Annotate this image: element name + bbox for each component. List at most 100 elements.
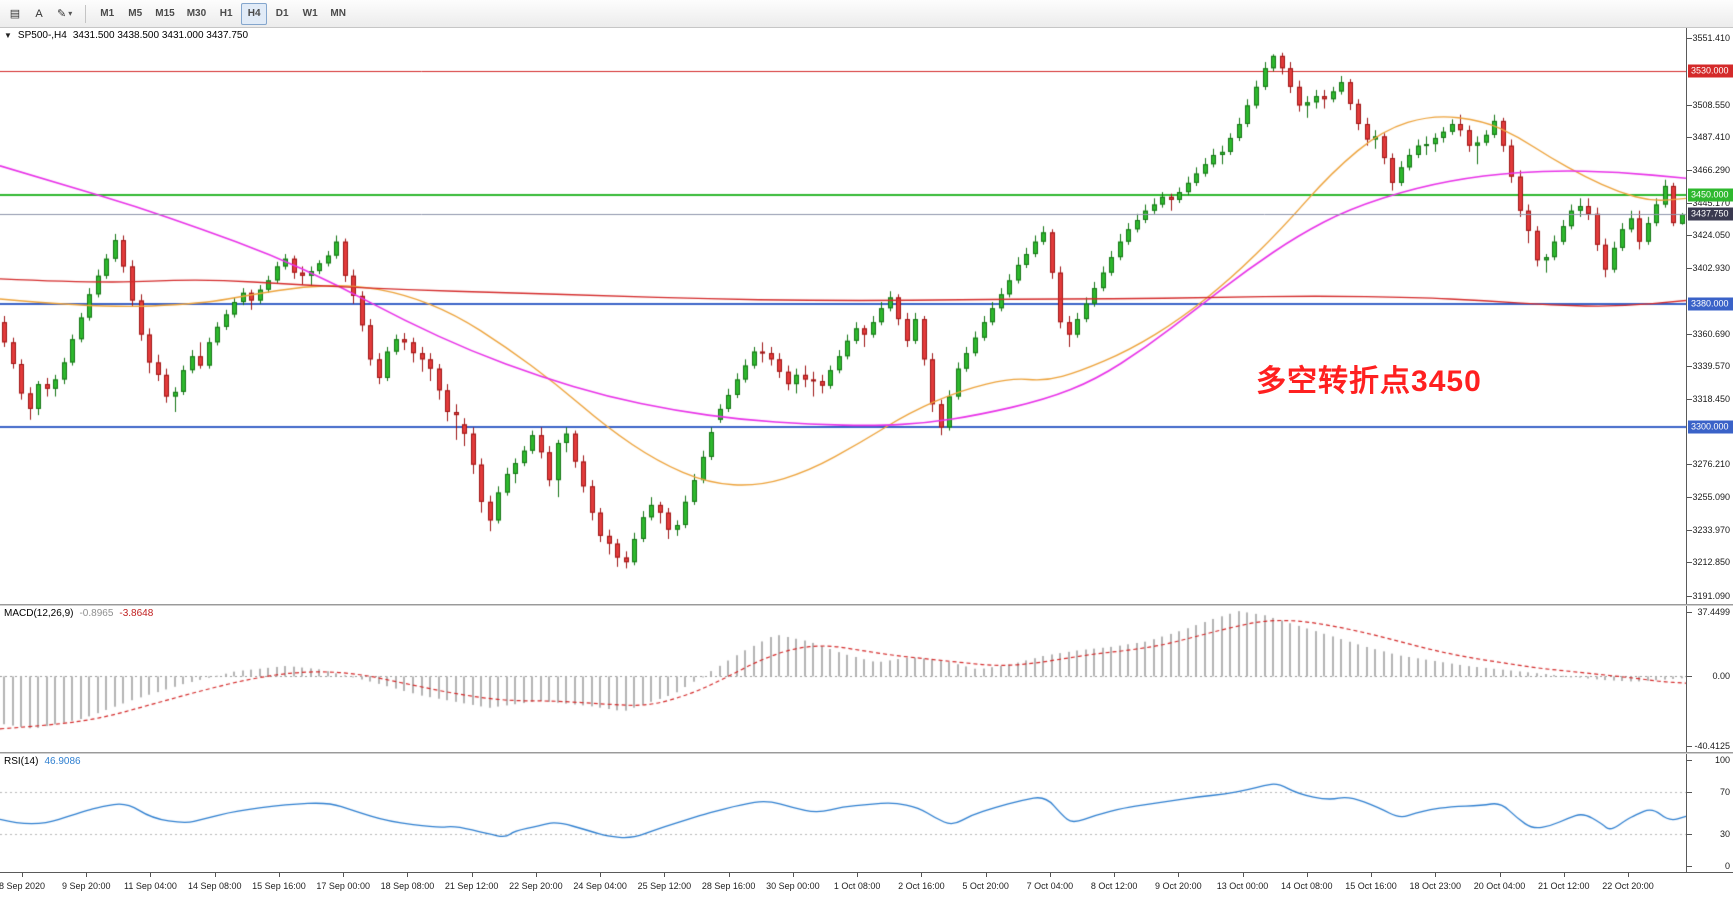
time-axis-tick: [664, 873, 665, 877]
price-axis-label: 3466.290: [1692, 165, 1730, 175]
price-axis-tick: [1687, 366, 1692, 367]
time-axis-label: 1 Oct 08:00: [833, 881, 881, 891]
timeframe-button-mn[interactable]: MN: [325, 3, 351, 25]
price-axis-badge: 3300.000: [1688, 420, 1733, 434]
time-axis-label: 15 Oct 16:00: [1345, 881, 1397, 891]
rsi-axis[interactable]: 100 70 30 0: [1686, 754, 1733, 872]
price-panel: ▼ SP500-,H4 3431.500 3438.500 3431.000 3…: [0, 28, 1733, 604]
time-axis-label: 8 Sep 2020: [0, 881, 46, 891]
chart-annotation-text[interactable]: 多空转折点3450: [1256, 364, 1482, 398]
time-axis-tick: [1050, 873, 1051, 877]
macd-header: MACD(12,26,9) -0.8965 -3.8648: [4, 608, 153, 619]
rsi-header: RSI(14) 46.9086: [4, 756, 81, 767]
toolbar: ▤ A ✎ ▾ M1 M5 M15 M30 H1 H4 D1 W1 MN: [0, 0, 1733, 28]
price-axis-label: 3551.410: [1692, 33, 1730, 44]
macd-main-value: -0.8965: [79, 608, 114, 619]
panel-splitter[interactable]: [0, 752, 1733, 754]
macd-axis-tick: [1687, 612, 1692, 613]
timeframe-button-m1[interactable]: M1: [94, 3, 120, 25]
time-axis-label: 18 Oct 23:00: [1409, 881, 1462, 891]
time-axis-tick: [1371, 873, 1372, 877]
price-axis-tick: [1687, 137, 1692, 138]
time-axis-tick: [1564, 873, 1565, 877]
macd-panel: MACD(12,26,9) -0.8965 -3.8648 37.4499 0.0…: [0, 606, 1733, 752]
time-axis-label: 30 Sep 00:00: [766, 881, 820, 891]
macd-axis[interactable]: 37.4499 0.00 -40.4125: [1686, 606, 1733, 752]
price-axis-tick: [1687, 203, 1692, 204]
time-axis-tick: [793, 873, 794, 877]
time-axis-tick: [1307, 873, 1308, 877]
macd-axis-label: -40.4125: [1694, 741, 1730, 751]
rsi-axis-label: 70: [1719, 786, 1730, 797]
price-axis-label: 3487.410: [1692, 132, 1730, 143]
time-axis-tick: [407, 873, 408, 877]
rsi-axis-tick: [1687, 760, 1692, 761]
timeframe-button-m15[interactable]: M15: [150, 3, 179, 25]
drawing-tools-button[interactable]: ✎ ▾: [52, 3, 77, 25]
price-axis-label: 3445.170: [1692, 197, 1730, 208]
time-axis-tick: [921, 873, 922, 877]
timeframe-button-d1[interactable]: D1: [269, 3, 295, 25]
time-axis-label: 15 Sep 16:00: [252, 881, 306, 891]
rsi-axis-label: 0: [1724, 861, 1730, 871]
macd-chart-canvas[interactable]: [0, 606, 1686, 752]
price-axis-tick: [1687, 464, 1692, 465]
time-axis-label: 25 Sep 12:00: [637, 881, 692, 891]
time-axis-tick: [536, 873, 537, 877]
timeframe-button-h1[interactable]: H1: [213, 3, 239, 25]
price-axis-tick: [1687, 399, 1692, 400]
time-axis-label: 28 Sep 16:00: [701, 881, 756, 891]
symbol-dropdown-icon[interactable]: ▼: [4, 31, 12, 40]
macd-label: MACD(12,26,9): [4, 608, 74, 619]
time-axis-tick: [857, 873, 858, 877]
time-axis-tick: [1435, 873, 1436, 877]
price-axis-tick: [1687, 38, 1692, 39]
time-axis-tick: [1628, 873, 1629, 877]
timeframe-button-m5[interactable]: M5: [122, 3, 148, 25]
pen-icon: ✎: [57, 8, 67, 20]
price-axis-tick: [1687, 105, 1692, 106]
time-axis-label: 20 Oct 04:00: [1473, 881, 1526, 891]
price-axis-label: 3255.090: [1692, 492, 1730, 503]
price-chart-canvas[interactable]: [0, 28, 1686, 604]
macd-axis-tick: [1687, 746, 1692, 747]
price-axis[interactable]: 3551.410 3508.550 3487.410 3466.290 3445.170…: [1686, 28, 1733, 604]
panel-splitter[interactable]: [0, 604, 1733, 606]
time-axis-label: 21 Sep 12:00: [444, 881, 499, 891]
time-axis-tick: [729, 873, 730, 877]
text-tool-button[interactable]: A: [28, 3, 50, 25]
time-axis-tick: [22, 873, 23, 877]
price-axis-tick: [1687, 497, 1692, 498]
price-axis-label: 3233.970: [1692, 524, 1730, 535]
timeframe-button-h4[interactable]: H4: [241, 2, 268, 25]
time-axis-tick: [215, 873, 216, 877]
price-axis-tick: [1687, 530, 1692, 531]
price-axis-badge: 3380.000: [1688, 297, 1733, 311]
price-axis-tick: [1687, 596, 1692, 597]
time-axis[interactable]: 8 Sep 2020 9 Sep 20:00 11 Sep 04:00 14 Sep …: [0, 872, 1733, 897]
timeframe-button-m30[interactable]: M30: [182, 3, 211, 25]
time-axis-label: 7 Oct 04:00: [1026, 881, 1074, 891]
price-axis-label: 3360.690: [1692, 328, 1730, 339]
time-axis-tick: [986, 873, 987, 877]
macd-axis-tick: [1687, 676, 1692, 677]
chart-header: ▼ SP500-,H4 3431.500 3438.500 3431.000 3…: [4, 30, 248, 41]
rsi-label: RSI(14): [4, 756, 39, 767]
chart-area: ▼ SP500-,H4 3431.500 3438.500 3431.000 3…: [0, 28, 1733, 897]
grid-icon: ▤: [9, 8, 21, 20]
price-axis-tick: [1687, 562, 1692, 563]
time-axis-tick: [279, 873, 280, 877]
price-axis-label: 3402.930: [1692, 263, 1730, 274]
chart-grid-button[interactable]: ▤: [4, 3, 26, 25]
time-axis-tick: [472, 873, 473, 877]
timeframe-button-w1[interactable]: W1: [297, 3, 323, 25]
time-axis-tick: [600, 873, 601, 877]
time-axis-tick: [343, 873, 344, 877]
price-axis-label: 3339.570: [1692, 361, 1730, 372]
price-axis-tick: [1687, 170, 1692, 171]
time-axis-label: 14 Oct 08:00: [1281, 881, 1333, 891]
price-axis-label: 3318.450: [1692, 393, 1730, 404]
rsi-chart-canvas[interactable]: [0, 754, 1686, 872]
price-axis-label: 3276.210: [1692, 459, 1730, 470]
price-axis-label: 3191.090: [1692, 591, 1730, 602]
